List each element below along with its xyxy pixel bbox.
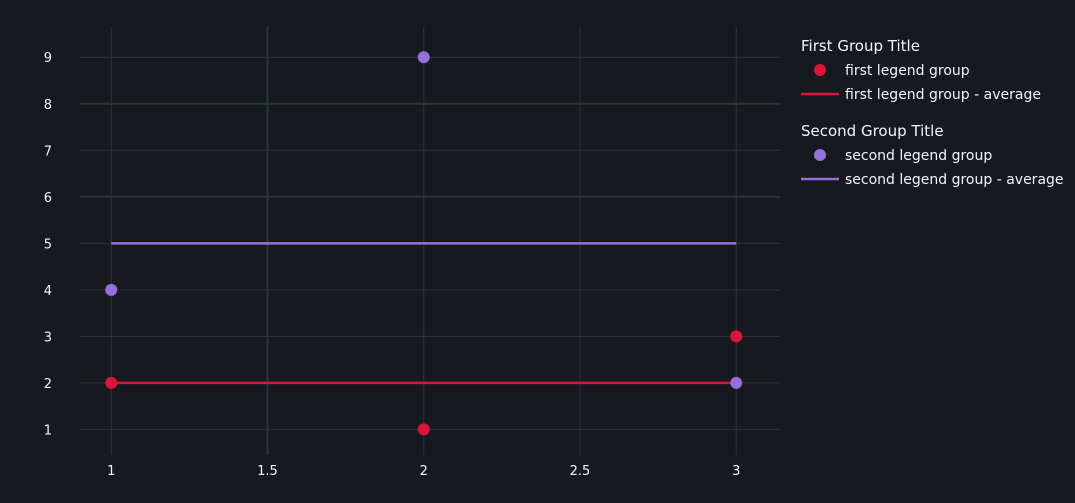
legend-label: second legend group - average — [845, 172, 1064, 188]
data-point[interactable] — [417, 51, 430, 64]
legend-group-title: Second Group Title — [801, 122, 944, 140]
y-tick-label: 4 — [44, 284, 52, 299]
y-tick-label: 7 — [44, 144, 52, 159]
legend-item[interactable]: second legend group — [814, 148, 992, 164]
y-tick-label: 2 — [44, 377, 52, 392]
y-tick-label: 1 — [44, 423, 52, 438]
legend-item[interactable]: first legend group - average — [801, 87, 1041, 103]
plot-area[interactable]: 1 1.5 2 2.5 3 1 2 3 4 5 6 7 8 9 — [44, 27, 780, 479]
y-tick-label: 3 — [44, 330, 52, 345]
legend-marker-circle — [814, 64, 826, 76]
legend[interactable]: First Group Title first legend group first… — [801, 37, 1064, 188]
x-tick-label: 1.5 — [257, 464, 278, 479]
data-point[interactable] — [105, 376, 118, 389]
data-point[interactable] — [730, 330, 743, 343]
data-point[interactable] — [105, 283, 118, 296]
legend-label: first legend group — [845, 63, 970, 79]
x-tick-label: 2.5 — [570, 464, 591, 479]
legend-item[interactable]: first legend group — [814, 63, 970, 79]
x-tick-label: 2 — [420, 464, 428, 479]
legend-item[interactable]: second legend group - average — [801, 172, 1064, 188]
y-tick-label: 9 — [44, 51, 52, 66]
y-tick-label: 5 — [44, 237, 52, 252]
y-tick-label: 6 — [44, 191, 52, 206]
data-point[interactable] — [730, 376, 743, 389]
x-tick-label: 1 — [107, 464, 115, 479]
legend-group-title: First Group Title — [801, 37, 920, 55]
y-tick-label: 8 — [44, 98, 52, 113]
legend-marker-circle — [814, 149, 826, 161]
x-tick-label: 3 — [732, 464, 740, 479]
legend-label: second legend group — [845, 148, 992, 164]
legend-label: first legend group - average — [845, 87, 1041, 103]
data-point[interactable] — [417, 423, 430, 436]
